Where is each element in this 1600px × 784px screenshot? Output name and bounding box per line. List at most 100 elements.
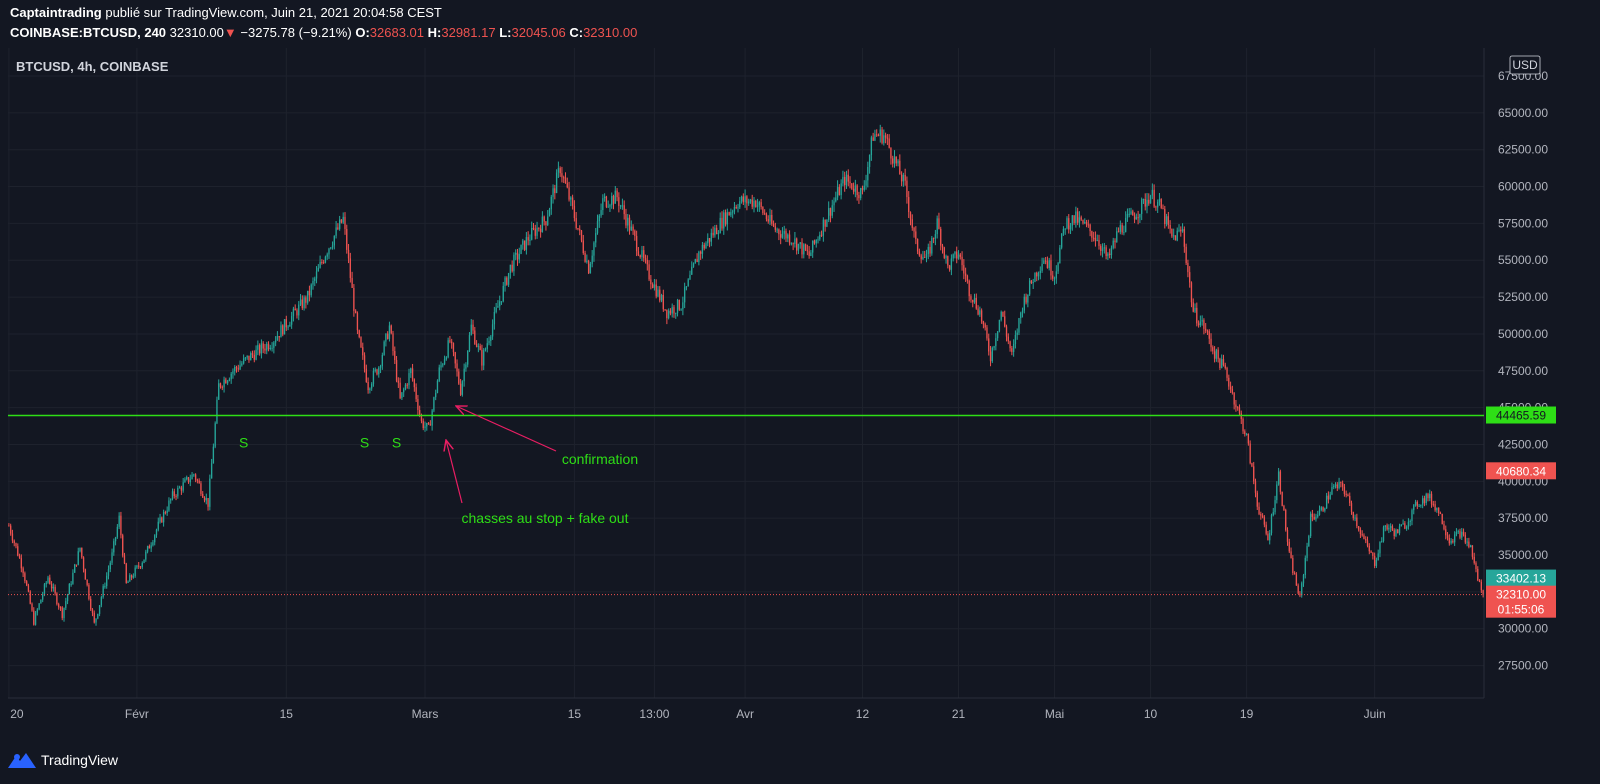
candle-body (1388, 527, 1390, 530)
candle-body (1292, 558, 1294, 573)
candle-body (876, 134, 878, 136)
currency-label: USD (1512, 58, 1538, 72)
candle-body (925, 254, 928, 258)
tradingview-brand[interactable]: TradingView (8, 752, 118, 768)
candle-body (571, 197, 574, 206)
candle-body (107, 569, 110, 576)
candle-body (262, 343, 264, 349)
high-label: H: (427, 25, 442, 40)
candle-body (1030, 280, 1033, 284)
candlestick-series (8, 124, 1484, 626)
author-name[interactable]: Captaintrading (10, 5, 102, 20)
candle-body (847, 174, 849, 182)
candle-body (980, 310, 983, 322)
candle-body (634, 230, 636, 236)
candle-body (616, 190, 618, 198)
candle-body (452, 343, 455, 353)
candle-body (104, 586, 106, 588)
y-tick-label: 52500.00 (1498, 290, 1548, 304)
candle-body (72, 572, 74, 584)
candle-body (929, 246, 931, 254)
candle-body (47, 577, 49, 583)
candle-body (1020, 312, 1022, 319)
candle-body (49, 577, 51, 585)
candle-body (1450, 540, 1452, 544)
candle-body (1185, 246, 1187, 264)
candle-body (822, 219, 825, 236)
y-tick-label: 57500.00 (1498, 216, 1548, 230)
candle-body (1425, 494, 1427, 504)
candle-body (1139, 213, 1141, 218)
candle-body (676, 299, 679, 313)
candle-body (989, 351, 992, 362)
candle-body (760, 202, 762, 208)
candle-body (1221, 359, 1223, 368)
candle-body (609, 205, 611, 207)
candle-body (1359, 529, 1362, 535)
candle-body (1080, 217, 1082, 220)
candle-body (497, 306, 499, 308)
candle-body (502, 285, 504, 302)
candle-body (1471, 545, 1474, 557)
candle-body (1421, 498, 1424, 505)
candle-body (1453, 534, 1456, 543)
candle-body (246, 355, 248, 358)
candle-body (38, 603, 40, 610)
candle-body (251, 353, 254, 355)
candle-body (1002, 311, 1004, 317)
candle-body (712, 232, 714, 236)
candle-body (1329, 494, 1331, 500)
candle-body (1443, 524, 1445, 530)
currency-badge[interactable]: USD (1509, 55, 1541, 75)
candle-body (644, 258, 647, 260)
candle-body (860, 188, 862, 199)
candle-body (746, 196, 748, 204)
candle-body (1016, 332, 1018, 335)
candle-body (1012, 343, 1015, 352)
candle-body (737, 207, 739, 209)
down-arrow-icon: ▼ (223, 25, 237, 40)
candle-body (893, 156, 896, 164)
candle-body (1283, 505, 1285, 511)
candle-body (815, 240, 817, 244)
last-price: 32310.00 (169, 25, 224, 40)
candle-body (1247, 433, 1250, 444)
candle-body (1381, 540, 1383, 543)
candle-body (1116, 231, 1118, 243)
candle-body (306, 290, 309, 303)
candle-body (1146, 199, 1148, 207)
candle-body (1007, 336, 1009, 342)
countdown-label: 01:55:06 (1498, 603, 1545, 617)
candle-body (662, 295, 664, 310)
candle-body (401, 392, 403, 399)
candle-body (1205, 328, 1207, 331)
candle-body (1461, 531, 1463, 538)
candle-body (1076, 211, 1079, 223)
candle-body (799, 242, 801, 244)
candle-body (1153, 189, 1155, 207)
candle-body (1397, 529, 1399, 534)
candle-body (1420, 504, 1422, 506)
candle-body (947, 256, 949, 266)
candle-body (1133, 215, 1136, 220)
chart-title: BTCUSD, 4h, COINBASE (16, 59, 169, 74)
candle-body (495, 307, 497, 313)
confirmation-arrow (456, 406, 557, 452)
candle-body (675, 312, 677, 314)
candle-body (170, 498, 172, 501)
candle-body (1046, 261, 1049, 268)
candle-body (1027, 294, 1029, 303)
candle-body (916, 238, 919, 252)
candle-body (342, 216, 344, 223)
price-chart[interactable]: 27500.0030000.0032500.0035000.0037500.00… (0, 48, 1600, 748)
candle-body (1343, 486, 1346, 494)
candle-body (175, 495, 177, 497)
candle-body (1354, 517, 1356, 519)
candle-body (772, 223, 775, 227)
candle-body (317, 267, 319, 272)
candle-body (24, 573, 26, 582)
candle-body (463, 368, 465, 382)
candle-body (1375, 560, 1378, 566)
x-tick-label: 13:00 (639, 707, 669, 721)
candle-body (582, 240, 584, 254)
